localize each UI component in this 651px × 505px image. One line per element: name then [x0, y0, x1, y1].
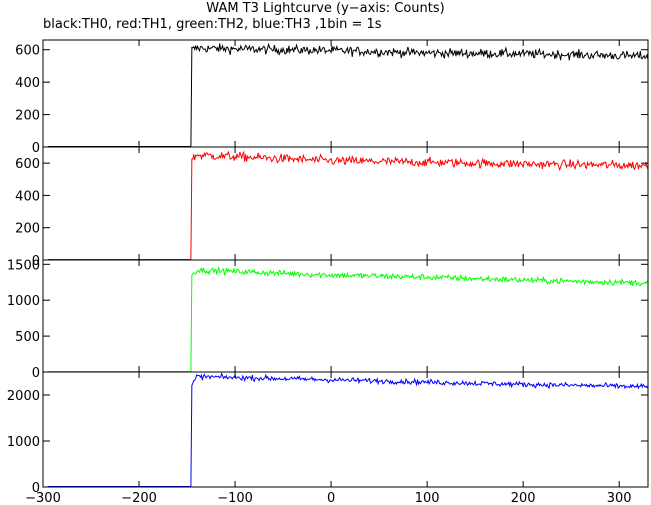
panel-3-ytick-label: 0 — [32, 481, 40, 496]
panel-3-ytick-label: 1000 — [7, 435, 40, 450]
x-tick-label: 200 — [511, 491, 536, 505]
panel-2-ytick-label: 1500 — [7, 258, 40, 273]
panel-1-ytick-label: 200 — [15, 222, 40, 237]
x-tick-label: 100 — [415, 491, 440, 505]
panel-0-ytick-label: 400 — [15, 76, 40, 91]
panel-3-frame — [42, 371, 649, 488]
panel-2-ytick-label: 500 — [15, 330, 40, 345]
panel-0-ytick-label: 600 — [15, 44, 40, 59]
panel-1-ytick-label: 400 — [15, 189, 40, 204]
x-tick-label: −300 — [25, 491, 61, 505]
panel-1-ytick-label: 600 — [15, 157, 40, 172]
x-tick-label: −100 — [217, 491, 253, 505]
x-tick-label: 300 — [607, 491, 632, 505]
x-tick-label: 0 — [327, 491, 335, 505]
series-0-line — [47, 42, 649, 148]
chart-title: WAM T3 Lightcurve (y−axis: Counts) — [206, 1, 445, 16]
panel-0-ytick-label: 0 — [32, 141, 40, 156]
panel-0-ytick-label: 200 — [15, 109, 40, 124]
panel-2-ytick-label: 0 — [32, 366, 40, 381]
series-1-line — [47, 150, 649, 261]
series-3-line — [47, 371, 649, 488]
panel-1-ytick-label: 0 — [32, 254, 40, 269]
x-tick-label: −200 — [121, 491, 157, 505]
panel-3-ytick-label: 2000 — [7, 389, 40, 404]
series-2-line — [47, 265, 649, 373]
panel-2-ytick-label: 1000 — [7, 294, 40, 309]
chart-subtitle: black:TH0, red:TH1, green:TH2, blue:TH3 … — [43, 17, 382, 32]
